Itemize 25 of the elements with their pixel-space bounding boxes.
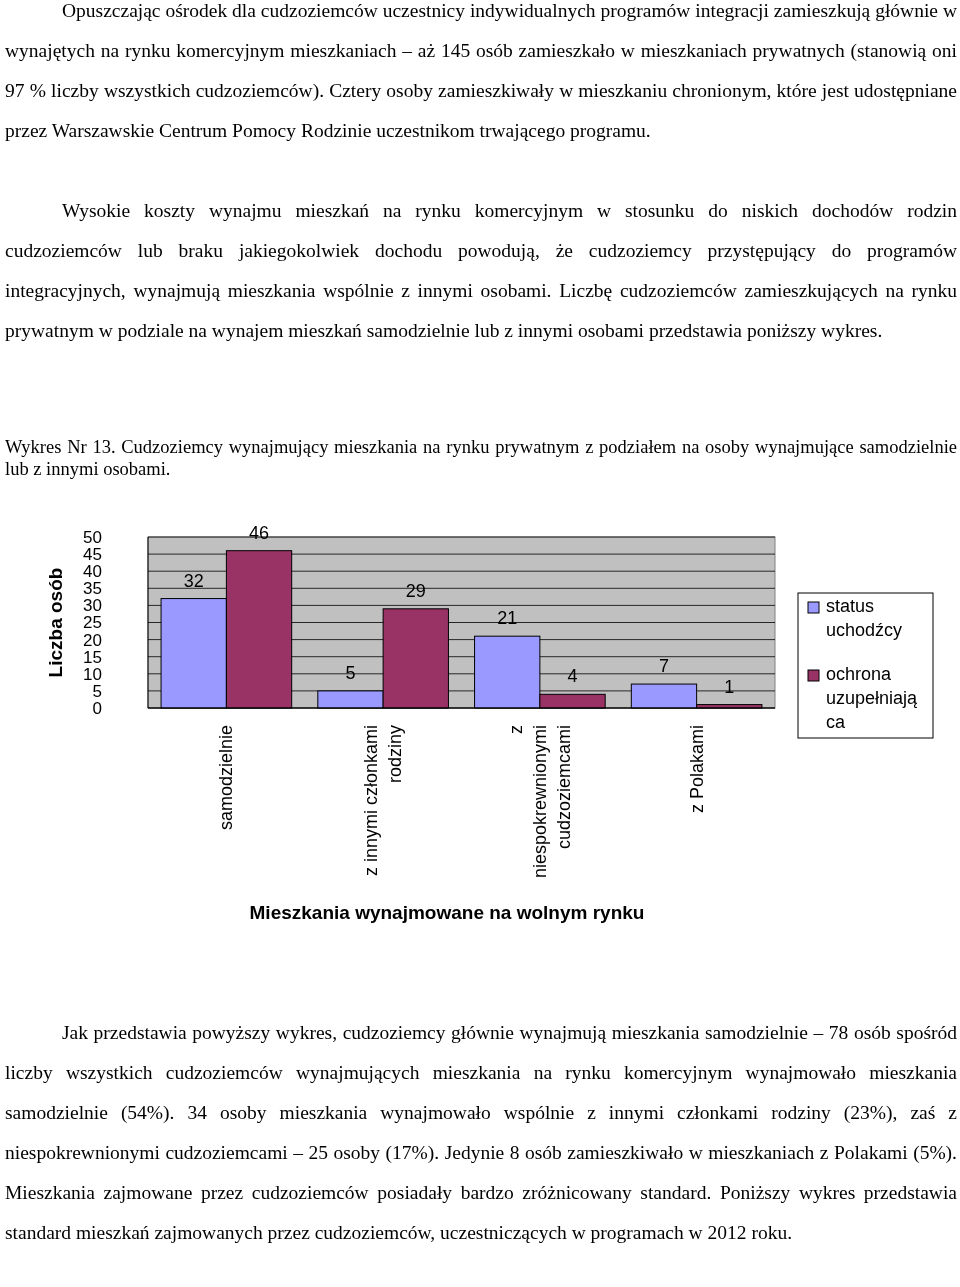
legend-label: status uchodźcy [826,596,903,640]
y-tick-label: 50 [83,527,102,547]
y-tick-label: 30 [83,596,102,616]
legend-label: ochrona uzupełniająca [826,664,919,732]
chart-title: Wykres Nr 13. Cudzoziemcy wynajmujący mieszkania na rynku prywatnym z podziałem na osoby wynajmujące samodzielnie lub z innymi osobami. [5,436,957,480]
y-tick-label: 20 [83,630,102,650]
text: Jak przedstawia powyższy wykres, cudzoziemcy głównie wynajmują mieszkania samodzielnie – 78 osób spośród liczby wszystkich cudzoziemców wynajmujących mieszkania na rynku komercyjnym wynajmowało mieszkania samodzielnie (54%). 34 osoby mieszkania wynajmowało wspólnie z innymi członkami rodziny (23%), zaś z niespokrewnionymi cudzoziemcami – 25 osoby (17%). Jedynie 8 osób zamieszkiwało w mieszkaniach z Polakami (5%). Mieszkania zajmowane przez cudzoziemców posiadały bardzo zróżnicowany standard. Poniższy wykres przedstawia standard mieszkań zajmowanych przez cudzoziemców, uczestniczących w programach w 2012 roku. [5,1021,957,1245]
text: Opuszczając ośrodek dla cudzoziemców uczestnicy indywidualnych programów integracji zamieszkują głównie w wynajętych na rynku komercyjnym mieszkaniach – aż 145 osób zamieszkało w mieszkaniach prywatnych (stanowią oni 97 % liczby wszystkich cudzoziemców). Cztery osoby zamieszkiwały w mieszkaniu chronionym, które jest udostępniane przez Warszawskie Centrum Pomocy Rodzinie uczestnikom trwającego programu. [5,0,957,143]
x-tick-label: z Polakami [686,725,707,814]
y-tick-label: 25 [83,613,102,633]
data-label: 1 [724,676,735,697]
text: Wysokie koszty wynajmu mieszkań na rynku komercyjnym w stosunku do niskich dochodów rodzin cudzoziemców lub braku jakiegokolwiek dochodu powodują, że cudzoziemcy przystępujący do programów integracyjnych, wynajmują mieszkania wspólnie z innymi osobami. Liczbę cudzoziemców zamieszkujących na rynku prywatnym w podziale na wynajem mieszkań samodzielnie lub z innymi osobami przedstawia poniższy wykres. [5,199,957,343]
y-tick-label: 45 [83,545,102,565]
y-tick-label: 0 [92,698,102,718]
y-tick-label: 35 [83,579,102,599]
x-tick-label: z innymi członkami rodziny [361,725,406,877]
x-axis-title: Mieszkania wynajmowane na wolnym rynku [249,902,645,923]
data-label: 32 [183,570,204,591]
y-tick-label: 10 [83,664,102,684]
y-tick-label: 40 [83,562,102,582]
data-label: 7 [658,656,669,677]
y-tick-label: 15 [83,647,102,667]
y-tick-label: 5 [92,681,102,701]
y-axis-title: Liczba osób [45,567,66,678]
x-tick-label: samodzielnie [216,725,237,831]
